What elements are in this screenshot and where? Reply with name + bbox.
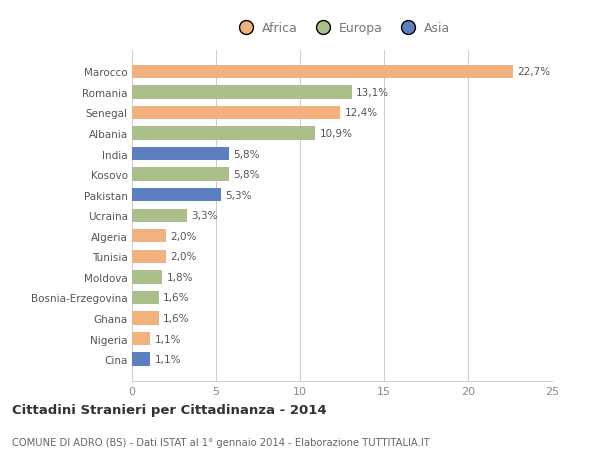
Text: 13,1%: 13,1% xyxy=(356,88,389,98)
Bar xyxy=(132,291,159,304)
Bar xyxy=(132,250,166,263)
Text: 5,8%: 5,8% xyxy=(233,170,260,180)
Bar xyxy=(132,312,159,325)
Text: 1,1%: 1,1% xyxy=(155,354,181,364)
Text: Cittadini Stranieri per Cittadinanza - 2014: Cittadini Stranieri per Cittadinanza - 2… xyxy=(12,403,326,416)
Bar xyxy=(132,209,187,223)
Text: 1,8%: 1,8% xyxy=(166,272,193,282)
Text: 5,3%: 5,3% xyxy=(225,190,252,200)
Text: 22,7%: 22,7% xyxy=(518,67,551,77)
Bar xyxy=(132,230,166,243)
Text: 10,9%: 10,9% xyxy=(319,129,352,139)
Bar xyxy=(132,332,151,346)
Text: 1,1%: 1,1% xyxy=(155,334,181,344)
Text: 12,4%: 12,4% xyxy=(344,108,377,118)
Text: 1,6%: 1,6% xyxy=(163,313,190,323)
Bar xyxy=(132,168,229,181)
Text: 3,3%: 3,3% xyxy=(191,211,218,221)
Bar xyxy=(132,66,514,79)
Text: 5,8%: 5,8% xyxy=(233,149,260,159)
Bar xyxy=(132,271,162,284)
Bar xyxy=(132,147,229,161)
Bar xyxy=(132,86,352,99)
Text: 2,0%: 2,0% xyxy=(170,252,196,262)
Bar xyxy=(132,127,315,140)
Text: COMUNE DI ADRO (BS) - Dati ISTAT al 1° gennaio 2014 - Elaborazione TUTTITALIA.IT: COMUNE DI ADRO (BS) - Dati ISTAT al 1° g… xyxy=(12,437,430,447)
Bar xyxy=(132,189,221,202)
Text: 1,6%: 1,6% xyxy=(163,293,190,303)
Bar xyxy=(132,353,151,366)
Legend: Africa, Europa, Asia: Africa, Europa, Asia xyxy=(229,17,455,40)
Text: 2,0%: 2,0% xyxy=(170,231,196,241)
Bar xyxy=(132,106,340,120)
